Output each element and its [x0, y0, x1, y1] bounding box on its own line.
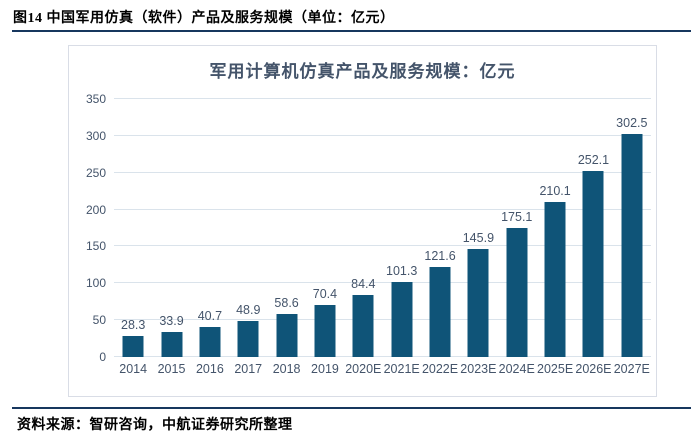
- bar: [199, 327, 221, 357]
- y-axis: 0 50 100 150 200 250 300 350: [69, 92, 106, 364]
- bar-slot: 101.3: [383, 99, 421, 357]
- chart-title: 军用计算机仿真产品及服务规模：亿元: [209, 62, 516, 81]
- bar-slot: 252.1: [574, 99, 612, 357]
- bar-slot: 121.6: [421, 99, 459, 357]
- gridline: [114, 245, 651, 247]
- footer-divider: [12, 407, 691, 409]
- bar-value-label: 40.7: [197, 309, 223, 323]
- bar-slot: 28.3: [114, 99, 152, 357]
- x-axis-tick-label: 2018: [272, 362, 301, 376]
- bar-slot: 145.9: [459, 99, 497, 357]
- y-axis-tick-label: 50: [92, 313, 106, 328]
- x-axis-tick-label: 2021E: [383, 362, 420, 376]
- x-axis-tick-label: 2019: [311, 362, 339, 376]
- bar-slot: 40.7: [191, 99, 229, 357]
- bar-value-label: 145.9: [462, 231, 495, 246]
- y-axis-tick-label: 0: [99, 350, 106, 364]
- bar-value-label: 175.1: [501, 209, 533, 224]
- bar: [544, 202, 566, 357]
- bar-slot: 84.4: [344, 99, 382, 357]
- bar: [391, 282, 413, 357]
- gridline: [114, 356, 651, 357]
- y-axis-tick-label: 250: [85, 165, 106, 180]
- x-axis-tick-label: 2027E: [613, 362, 650, 376]
- x-axis-tick-label: 2026E: [575, 362, 612, 376]
- gridline: [114, 171, 651, 173]
- plot-area: 28.3 33.9 40.7 48.9 58.6 70.4 84.4 101.3 121.6 14…: [114, 98, 651, 357]
- source-text: 资料来源：智研咨询，中航证券研究所整理: [17, 418, 293, 433]
- gridline: [114, 319, 651, 321]
- x-axis-tick-label: 2025E: [537, 362, 574, 376]
- x-axis-tick-label: 2023E: [460, 362, 497, 376]
- gridline: [114, 98, 651, 99]
- x-axis-tick-label: 2024E: [498, 362, 535, 376]
- bar: [314, 305, 336, 357]
- y-axis-tick-label: 300: [85, 128, 106, 143]
- x-axis-tick-label: 2017: [234, 362, 263, 376]
- bar: [161, 332, 183, 357]
- bar-slot: 33.9: [152, 99, 190, 357]
- bar: [429, 267, 451, 357]
- x-axis-tick-label: 2014: [119, 362, 148, 376]
- bar-slot: 210.1: [536, 99, 574, 357]
- x-axis-tick-label: 2022E: [421, 362, 459, 376]
- gridline: [114, 208, 651, 210]
- bar-value-label: 84.4: [351, 276, 376, 291]
- bar: [122, 336, 144, 357]
- y-axis-tick-label: 200: [85, 202, 106, 217]
- bar-value-label: 252.1: [577, 153, 610, 168]
- bar-value-label: 33.9: [159, 314, 184, 329]
- bar-slot: 175.1: [498, 99, 536, 357]
- chart-panel: 军用计算机仿真产品及服务规模：亿元 0 50 100 150 200 250 300 350 …: [68, 45, 657, 397]
- x-axis-tick-label: 2016: [195, 362, 224, 376]
- bar-value-label: 101.3: [386, 264, 418, 279]
- x-axis-tick-label: 2015: [157, 362, 186, 376]
- bar: [582, 171, 604, 357]
- y-axis-tick-label: 100: [85, 276, 106, 291]
- y-axis-tick-label: 350: [85, 92, 106, 106]
- bar-slot: 58.6: [267, 99, 305, 357]
- bar-slot: 48.9: [229, 99, 267, 357]
- gridline: [114, 134, 651, 136]
- bar-value-label: 58.6: [274, 295, 299, 310]
- bar-value-label: 210.1: [539, 184, 571, 199]
- bar: [237, 320, 259, 357]
- bar-slot: 302.5: [613, 99, 651, 357]
- bar: [352, 294, 374, 357]
- y-axis-tick-label: 150: [85, 239, 106, 254]
- bar: [276, 313, 298, 357]
- bar-value-label: 28.3: [121, 318, 146, 333]
- bar: [467, 249, 489, 357]
- gridline: [114, 282, 651, 284]
- bar-value-label: 121.6: [424, 249, 456, 264]
- bar-value-label: 302.5: [616, 116, 648, 131]
- bar-value-label: 48.9: [236, 302, 261, 317]
- bar: [506, 227, 528, 357]
- x-axis-tick-label: 2020E: [345, 362, 382, 376]
- bar-value-label: 70.4: [312, 287, 338, 302]
- bar-slot: 70.4: [306, 99, 344, 357]
- header-divider: [12, 30, 691, 32]
- bar: [621, 134, 643, 357]
- x-axis: 2014 2015 2016 2017 2018 2019 2020E 2021E 2022E 2…: [114, 362, 651, 380]
- figure-caption: 图14 中国军用仿真（软件）产品及服务规模（单位：亿元）: [13, 11, 395, 26]
